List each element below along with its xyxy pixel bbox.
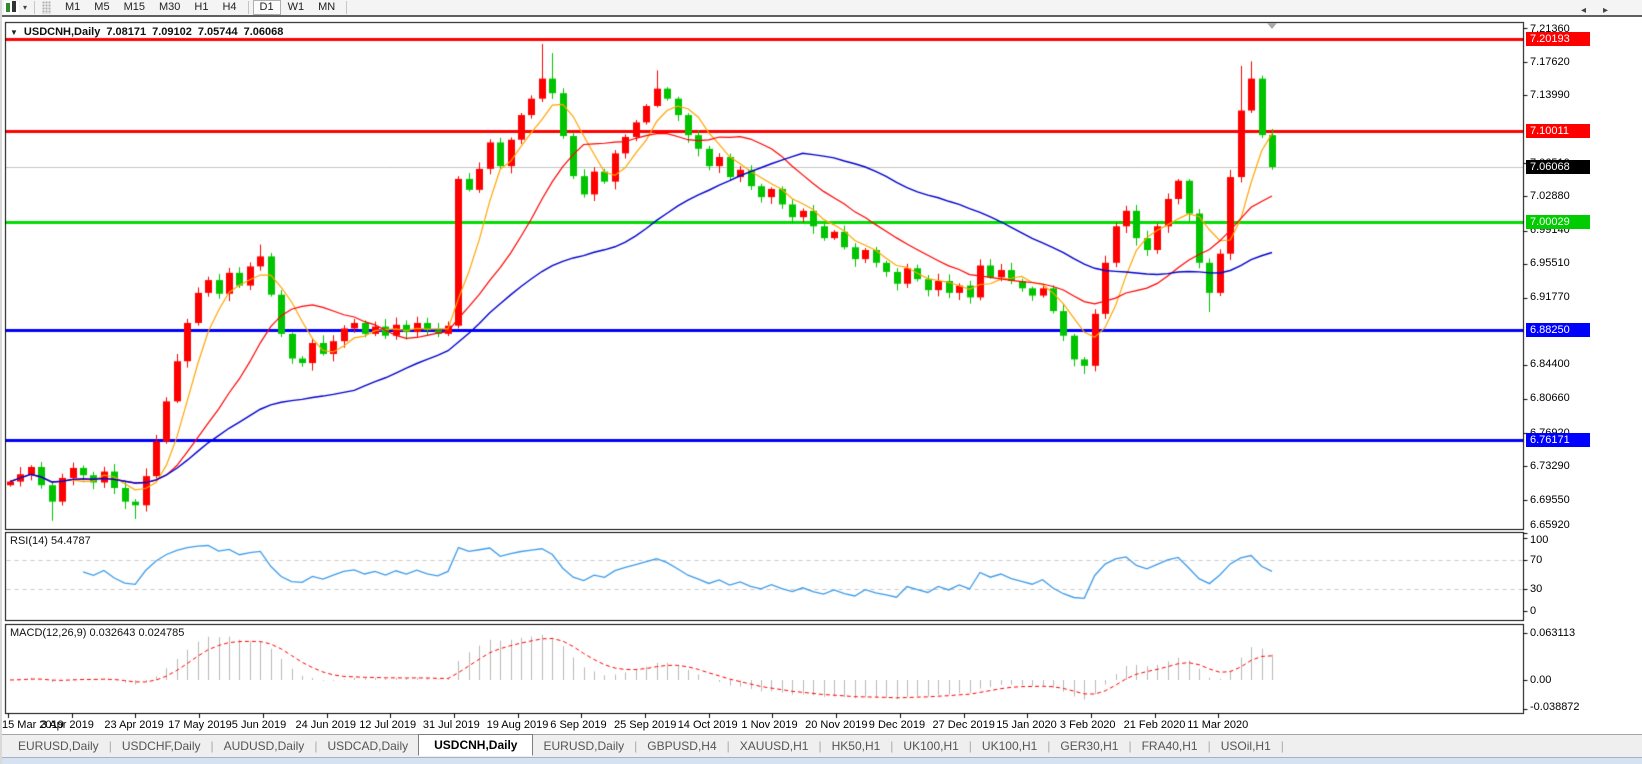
chart-tab-EURUSDDaily[interactable]: EURUSD,Daily <box>18 739 99 753</box>
chart-title: ▼ USDCNH,Daily 7.08171 7.09102 7.05744 7… <box>10 26 283 38</box>
date-axis-label: 11 Mar 2020 <box>1187 719 1249 731</box>
tab-separator: | <box>1128 739 1132 753</box>
price-axis-tick-label: 6.65920 <box>1530 519 1570 531</box>
chart-tab-bar: EURUSD,Daily | USDCHF,Daily | AUDUSD,Daily | U… <box>0 734 1642 757</box>
rsi-axis-tick-label: 0 <box>1530 605 1537 617</box>
tab-scroll-left-icon[interactable]: ◂ <box>1581 5 1587 16</box>
ohlc-low: 7.05744 <box>197 26 238 38</box>
date-axis-label: 3 Apr 2019 <box>40 719 94 731</box>
ohlc-high: 7.09102 <box>152 26 192 38</box>
tab-separator: | <box>1280 739 1284 753</box>
chart-tab-USOilH1[interactable]: USOil,H1 <box>1220 739 1271 753</box>
tab-separator: | <box>726 739 730 753</box>
chart-tab-XAUUSDH1[interactable]: XAUUSD,H1 <box>739 739 809 753</box>
tab-separator: | <box>818 739 822 753</box>
price-axis-tick-label: 6.95510 <box>1530 257 1570 270</box>
date-axis-label: 24 Jun 2019 <box>295 719 357 731</box>
date-axis-label: 23 Apr 2019 <box>104 719 164 731</box>
ohlc-open: 7.08171 <box>106 26 147 38</box>
level-badge: 6.76171 <box>1526 432 1590 447</box>
ohlc-close: 7.06068 <box>243 26 284 38</box>
date-axis-label: 20 Nov 2019 <box>805 719 868 731</box>
date-axis-label: 14 Oct 2019 <box>677 719 738 731</box>
rsi-axis-tick-label: 30 <box>1530 583 1543 596</box>
tab-separator: | <box>1047 739 1051 753</box>
date-axis-label: 27 Dec 2019 <box>932 719 995 731</box>
macd-value: 0.032643 <box>89 627 136 639</box>
tab-separator: | <box>1207 739 1211 753</box>
rsi-axis-tick-label: 100 <box>1530 534 1549 546</box>
tab-separator: | <box>314 739 318 753</box>
tab-separator: | <box>890 739 894 753</box>
macd-signal-value: 0.024785 <box>138 627 185 639</box>
price-axis-tick-label: 6.91770 <box>1530 291 1570 304</box>
level-badge: 6.88250 <box>1526 322 1590 337</box>
chart-shift-marker[interactable] <box>1267 23 1277 29</box>
date-axis-label: 12 Jul 2019 <box>359 719 417 731</box>
macd-axis-tick-label: 0.063113 <box>1530 627 1576 639</box>
status-bar <box>0 757 1642 764</box>
chart-tab-EURUSDDaily[interactable]: EURUSD,Daily <box>543 739 625 753</box>
date-axis-label: 1 Nov 2019 <box>741 719 798 731</box>
chart-tab-AUDUSDDaily[interactable]: AUDUSD,Daily <box>223 739 305 753</box>
price-axis-tick-label: 6.84400 <box>1530 358 1570 371</box>
chart-title-dropdown-icon[interactable]: ▼ <box>10 27 18 37</box>
tab-separator: | <box>108 739 112 753</box>
date-axis-label: 25 Sep 2019 <box>614 719 677 731</box>
date-axis-label: 3 Feb 2020 <box>1059 719 1116 731</box>
rsi-indicator-label: RSI(14) 54.4787 <box>10 535 91 547</box>
macd-indicator-label: MACD(12,26,9) 0.032643 0.024785 <box>10 627 185 639</box>
date-axis-label: 21 Feb 2020 <box>1123 719 1186 731</box>
tab-separator: | <box>210 739 214 753</box>
chart-tab-USDCADDaily[interactable]: USDCAD,Daily <box>327 739 409 753</box>
macd-axis-tick-label: 0.00 <box>1530 674 1552 686</box>
price-axis-tick-label: 6.69550 <box>1530 493 1570 506</box>
level-badge: 7.10011 <box>1526 124 1590 139</box>
tab-scroll-right-icon[interactable]: ▸ <box>1603 5 1609 16</box>
date-axis-label: 31 Jul 2019 <box>422 719 480 731</box>
chart-tab-FRA40H1[interactable]: FRA40,H1 <box>1141 739 1198 753</box>
rsi-axis-tick-label: 70 <box>1530 553 1543 566</box>
chart-tab-UK100H1[interactable]: UK100,H1 <box>903 739 959 753</box>
chart-tab-HK50H1[interactable]: HK50,H1 <box>831 739 881 753</box>
chart-tab-GBPUSDH4[interactable]: GBPUSD,H4 <box>647 739 717 753</box>
price-axis-tick-label: 6.73290 <box>1530 459 1570 472</box>
price-axis-tick-label: 7.17620 <box>1530 55 1570 68</box>
price-axis-tick-label: 7.02880 <box>1530 189 1570 202</box>
window-left-edge <box>0 0 2 764</box>
date-axis-label: 15 Jan 2020 <box>996 719 1057 731</box>
macd-axis-tick-label: -0.038872 <box>1530 701 1580 713</box>
date-axis-label: 9 Dec 2019 <box>868 719 926 731</box>
chart-tab-USDCHFDaily[interactable]: USDCHF,Daily <box>121 739 201 753</box>
tab-separator: | <box>634 739 638 753</box>
price-axis-tick-label: 6.80660 <box>1530 392 1570 405</box>
date-axis-label: 6 Sep 2019 <box>550 719 607 731</box>
price-axis-tick-label: 7.13990 <box>1530 88 1570 101</box>
level-badge: 7.20193 <box>1526 31 1590 46</box>
date-axis-label: 5 Jun 2019 <box>231 719 287 731</box>
chart-tab-UK100H1[interactable]: UK100,H1 <box>981 739 1038 753</box>
tab-separator: | <box>968 739 972 753</box>
date-axis-label: 17 May 2019 <box>168 719 232 731</box>
level-badge: 7.00029 <box>1526 215 1590 230</box>
chart-tab-USDCNHDaily[interactable]: USDCNH,Daily <box>418 734 534 756</box>
chart-tab-GER30H1[interactable]: GER30,H1 <box>1060 739 1119 753</box>
date-axis-label: 19 Aug 2019 <box>486 719 549 731</box>
chart-symbol-label: USDCNH,Daily <box>23 26 101 38</box>
rsi-value: 54.4787 <box>50 535 91 547</box>
date-axis-label: 15 Mar 2019 <box>2 719 64 731</box>
current-price-badge: 7.06068 <box>1526 160 1590 175</box>
